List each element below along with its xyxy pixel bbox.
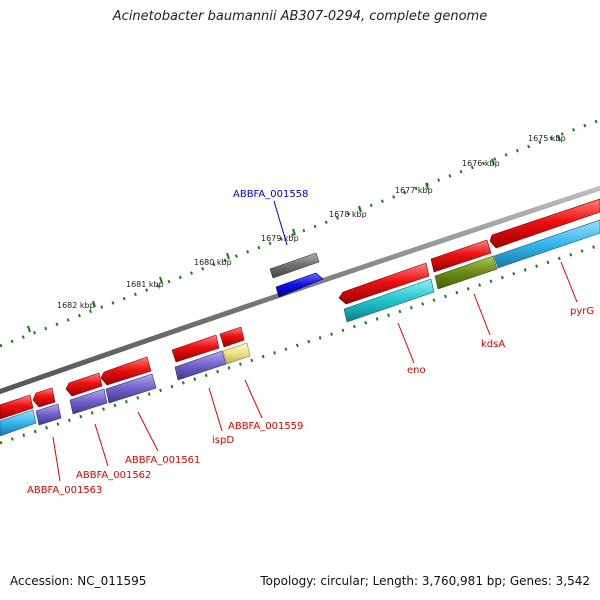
red-gene-lane	[0, 198, 600, 420]
gene-kdsA-olive[interactable]	[434, 255, 498, 290]
gene-red[interactable]	[219, 326, 245, 348]
gene-red[interactable]	[338, 262, 430, 305]
kbp-label: 1678 kbp	[329, 210, 367, 219]
gene-label-pyrG: pyrG	[570, 306, 594, 317]
kbp-label: 1675 kbp	[528, 134, 566, 143]
gene-ABBFA_001558-blue[interactable]	[275, 272, 324, 298]
genome-backbone	[0, 185, 600, 395]
gene-ABBFA_001561-purple[interactable]	[105, 373, 157, 404]
leader-line-blue	[273, 200, 288, 246]
gene-red[interactable]	[100, 356, 152, 386]
gene-pyrG-blue[interactable]	[493, 219, 600, 269]
gene-eno-cyan[interactable]	[343, 278, 435, 323]
gene-ABBFA_001559-yellow[interactable]	[222, 342, 251, 365]
gene-ispD-purple[interactable]	[174, 350, 227, 381]
gene-red[interactable]	[32, 387, 56, 408]
gene-label-kdsA: kdsA	[481, 339, 505, 350]
gene-label-ABBFA_001562: ABBFA_001562	[76, 470, 151, 481]
second-gene-lane	[0, 219, 600, 437]
kbp-label: 1682 kbp	[57, 301, 95, 310]
gene-lightblue-left[interactable]	[0, 409, 37, 437]
kbp-label: 1676 kbp	[462, 159, 500, 168]
kbp-label: 1677 kbp	[395, 186, 433, 195]
gene-red[interactable]	[0, 394, 34, 420]
gene-red[interactable]	[171, 334, 220, 363]
kbp-label: 1681 kbp	[126, 280, 164, 289]
inner-tick-ring	[0, 243, 600, 445]
gene-label-ABBFA_001563: ABBFA_001563	[27, 485, 102, 496]
gene-label-eno: eno	[407, 365, 426, 376]
gene-label-ABBFA_001559: ABBFA_001559	[228, 421, 303, 432]
accession-text: Accession: NC_011595	[10, 574, 147, 588]
major-ticks	[27, 134, 561, 333]
gene-red[interactable]	[65, 372, 103, 397]
gene-ABBFA_001558-gray[interactable]	[269, 252, 320, 279]
gene-red[interactable]	[489, 198, 600, 249]
map-title: Acinetobacter baumannii AB307-0294, comp…	[112, 9, 488, 24]
gene-ABBFA_001563-purple[interactable]	[35, 403, 62, 426]
gene-label-ispD: ispD	[212, 435, 234, 446]
leader-lines	[52, 261, 578, 482]
gene-ABBFA_001562-purple[interactable]	[69, 388, 108, 415]
kbp-label: 1679 kbp	[261, 234, 299, 243]
kbp-label: 1680 kbp	[194, 258, 232, 267]
gene-label-ABBFA_001561: ABBFA_001561	[125, 455, 200, 466]
genome-summary-text: Topology: circular; Length: 3,760,981 bp…	[260, 574, 590, 588]
gene-label-ABBFA_001558: ABBFA_001558	[233, 189, 308, 200]
gene-red[interactable]	[430, 239, 492, 273]
